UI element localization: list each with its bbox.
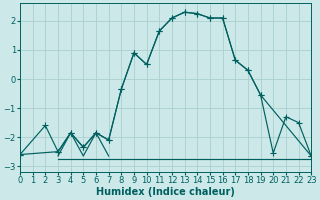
X-axis label: Humidex (Indice chaleur): Humidex (Indice chaleur): [96, 187, 235, 197]
